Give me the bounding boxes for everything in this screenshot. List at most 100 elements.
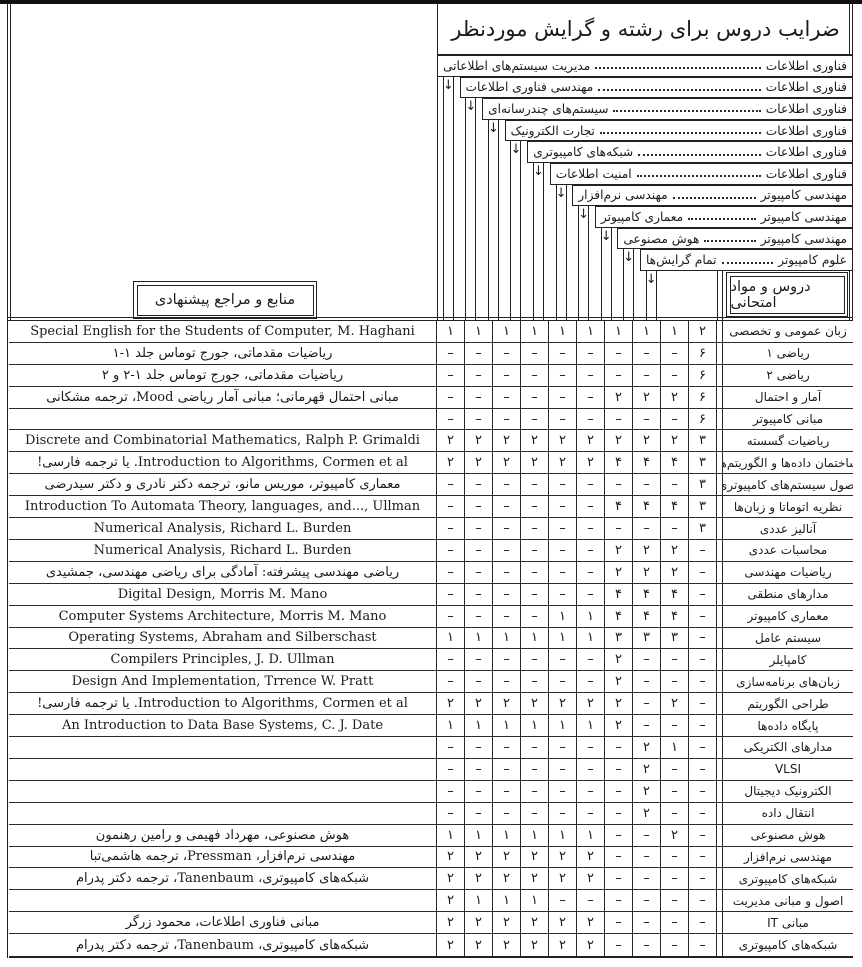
course-column-separator [717,846,723,869]
coefficient-cell: ۱ [521,627,549,650]
down-arrow-icon: ↓ [555,185,567,201]
course-cell: مدارهای منطقی [723,584,853,606]
coefficient-cell: ۱ [549,321,577,343]
coefficient-cell: – [465,364,493,387]
course-cell: مبانی کامپیوتر [723,409,853,431]
coefficient-cell: ۲ [661,386,689,409]
coefficient-cell: – [493,364,521,387]
coefficient-cell: – [549,737,577,759]
coefficient-cell: – [493,737,521,759]
coefficient-cell: – [493,496,521,519]
coefficient-cell: ۴ [605,583,633,606]
coefficient-cell: ۱ [493,890,521,913]
course-cell: ساختمان داده‌ها و الگوریتم‌ها [723,452,853,475]
coefficient-cell: ۴ [633,496,661,519]
coefficient-cell: – [633,890,661,913]
coefficient-cell: ۲ [633,780,661,803]
coefficient-cell: – [521,518,549,540]
course-cell: شبکه‌های کامپیوتری [738,938,838,953]
coefficient-cell: ۲ [549,846,577,869]
column-arrow-channel: ↓ [487,119,499,320]
coefficient-cell: ۲ [661,824,689,847]
coefficient-cell: – [633,364,661,387]
coefficient-cell: – [437,605,465,628]
coefficient-cell: ۱ [437,627,465,650]
coefficient-cell: – [689,671,717,694]
course-cell: مبانی IT [723,912,853,935]
coefficient-cell: – [633,342,661,365]
coefficient-cell: – [605,474,633,497]
coefficient-cell: – [577,496,605,519]
source-cell: ریاضیات مقدماتی، جورج توماس جلد ۱-۱ [9,342,437,365]
coefficient-cell: – [633,649,661,672]
course-column-separator [717,364,723,387]
column-arrow-channel: ↓ [645,271,657,320]
coefficient-cell: – [633,912,661,935]
coefficient-cell: ۲ [549,934,577,956]
coefficient-cell: – [605,518,633,540]
coefficient-cell: ۴ [605,452,633,475]
coefficient-cell: ۱ [493,715,521,738]
source-cell: Introduction to Algorithms, Cormen et al… [9,693,437,716]
column-arrow-channel: ↓ [555,184,567,320]
source-cell: Numerical Analysis, Richard L. Burden [9,539,437,562]
coefficient-cell: ۱ [577,321,605,343]
coefficient-cell: – [493,758,521,781]
course-cell: محاسبات عددی [723,540,853,562]
coefficient-cell: – [549,386,577,409]
coefficient-cell: ۱ [465,715,493,738]
band-field-label: فناوری اطلاعات [765,80,847,95]
coefficient-cell: – [437,496,465,519]
down-arrow-icon: ↓ [600,228,612,244]
source-cell: معماری کامپیوتر، موریس مانو، ترجمه دکتر … [9,474,437,497]
coefficient-cell: – [465,518,493,540]
coefficient-cell: – [605,890,633,913]
coefficients-grid: Special English for the Students of Comp… [9,321,853,958]
coefficient-cell: – [661,802,689,825]
band-branch-label: شبکه‌های کامپیوتری [533,145,634,160]
coefficient-cell: – [577,518,605,540]
column-arrow-channel: ↓ [600,227,612,320]
course-cell: ریاضی ۱ [723,343,853,365]
coefficient-cell: – [493,386,521,409]
coefficient-cell: – [521,605,549,628]
coefficient-cell: ۴ [605,496,633,519]
coefficient-cell: – [465,780,493,803]
course-column-separator [717,342,723,365]
band-field-label: فناوری اطلاعات [765,166,847,181]
source-cell [9,780,437,803]
course-cell: ریاضیات مهندسی [723,562,853,584]
coefficient-cell: – [549,518,577,540]
coefficient-cell: – [577,342,605,365]
column-arrow-channel: ↓ [442,76,454,320]
coefficient-cell: – [493,561,521,584]
band-branch-label: تمام گرایش‌ها [645,253,717,268]
coefficient-cell: – [577,671,605,694]
coefficient-cell: ۲ [437,868,465,891]
coefficient-cell: – [465,342,493,365]
coefficient-cell: – [437,758,465,781]
coefficient-cell: – [661,408,689,431]
course-cell: اصول سیستم‌های کامپیوتری [723,474,853,497]
coefficient-cell: ۳ [661,627,689,650]
coefficient-cell: – [577,386,605,409]
coefficient-cell: ۱ [661,737,689,759]
coefficient-cell: – [689,715,717,738]
coefficient-cell: – [465,408,493,431]
course-column-separator [717,912,723,935]
coefficient-cell: – [521,737,549,759]
coefficient-cell: – [661,846,689,869]
coefficient-cell: ۲ [521,693,549,716]
coefficient-cell: – [549,649,577,672]
coefficient-cell: ۲ [493,934,521,956]
coefficient-cell: ۱ [521,715,549,738]
coefficient-cell: – [605,802,633,825]
coefficient-cell: – [661,518,689,540]
dotted-leader [638,145,761,156]
coefficient-cell: ۲ [605,693,633,716]
coefficient-cell: ۲ [577,452,605,475]
coefficient-cell: – [577,583,605,606]
coefficient-cell: ۲ [605,430,633,453]
coefficient-cell: ۴ [633,583,661,606]
band-branch-label: مهندسی نرم‌افزار [578,188,668,203]
